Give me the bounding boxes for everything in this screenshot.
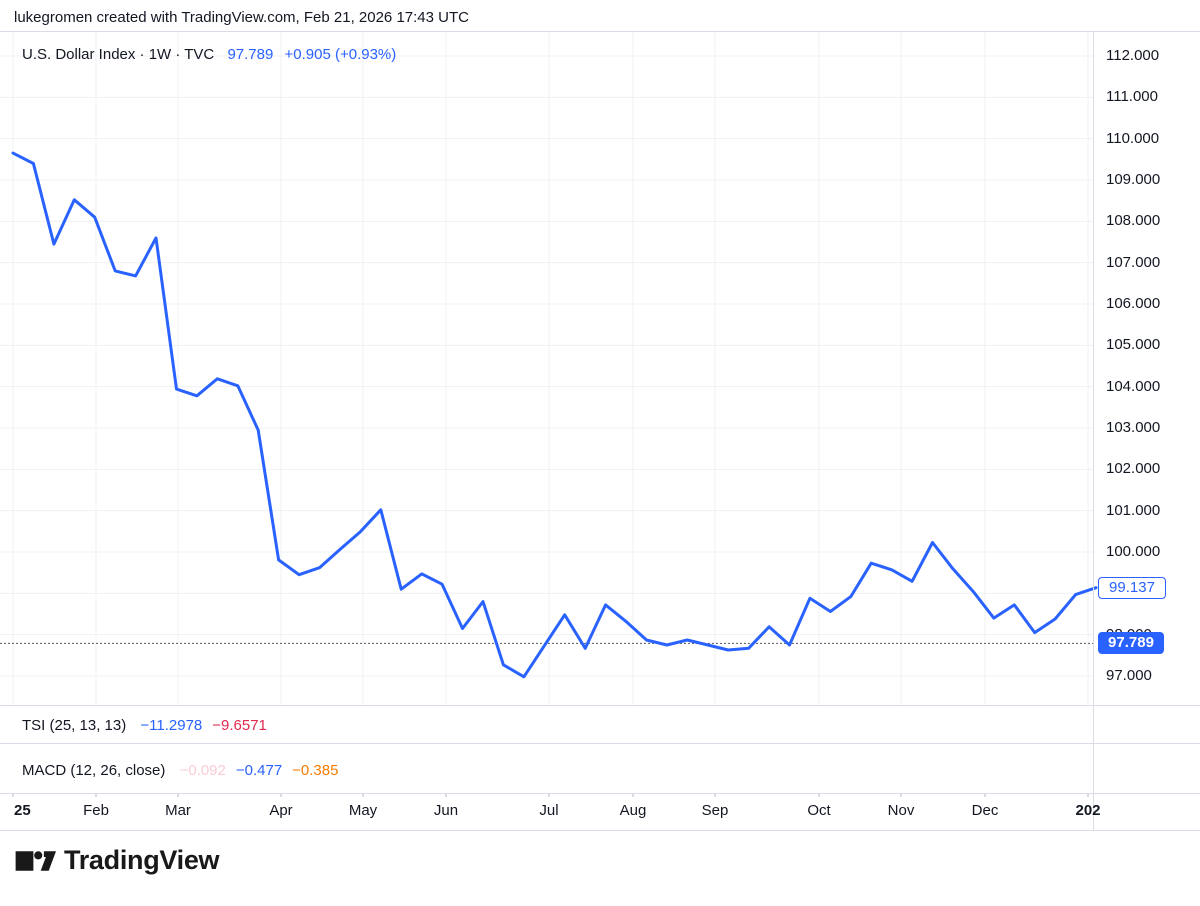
time-tick-label: Jun bbox=[433, 802, 459, 819]
tradingview-logo-icon bbox=[15, 850, 56, 871]
indicator-value: −0.385 bbox=[292, 762, 339, 779]
price-tick-label: 111.000 bbox=[1106, 88, 1158, 106]
price-tick-label: 107.000 bbox=[1106, 253, 1161, 271]
price-line bbox=[11, 151, 1098, 679]
pane-top-border bbox=[0, 31, 1200, 32]
indicator-value: −0.092 bbox=[179, 762, 226, 779]
macd-label[interactable]: MACD (12, 26, close) bbox=[22, 762, 166, 779]
price-badge-last[interactable]: 97.789 bbox=[1098, 632, 1164, 655]
tradingview-logo-text: TradingView bbox=[64, 845, 220, 875]
indicator-value: −11.2978 bbox=[140, 717, 203, 734]
price-tick-label: 106.000 bbox=[1106, 294, 1161, 312]
time-tick-label: Mar bbox=[165, 802, 191, 819]
price-tick-label: 109.000 bbox=[1106, 170, 1161, 188]
symbol-legend[interactable]: U.S. Dollar Index · 1W · TVC 97.789 +0.9… bbox=[22, 46, 396, 63]
tsi-values: −11.2978 −9.6571 bbox=[130, 717, 267, 734]
price-tick-label: 110.000 bbox=[1106, 129, 1160, 147]
time-tick-label: 25 bbox=[14, 802, 31, 819]
legend-price-change: +0.905 (+0.93%) bbox=[284, 46, 397, 63]
chart-container[interactable]: U.S. Dollar Index · 1W · TVC 97.789 +0.9… bbox=[0, 0, 1200, 831]
time-tick-label: Apr bbox=[269, 802, 293, 819]
time-tick-label: Oct bbox=[807, 802, 831, 819]
price-tick-label: 104.000 bbox=[1106, 377, 1161, 395]
time-tick-label: Aug bbox=[619, 802, 647, 819]
time-tick-label: Dec bbox=[971, 802, 999, 819]
price-tick-label: 100.000 bbox=[1106, 542, 1161, 560]
price-scale-border[interactable] bbox=[1093, 31, 1094, 830]
time-tick-label: 202 bbox=[1075, 802, 1101, 819]
tsi-pane-bottom-border[interactable] bbox=[0, 743, 1200, 744]
attribution-text: lukegromen created with TradingView.com,… bbox=[14, 9, 469, 26]
tsi-indicator-row[interactable]: TSI (25, 13, 13) −11.2978 −9.6571 bbox=[22, 717, 267, 734]
time-tick-label: Feb bbox=[83, 802, 109, 819]
time-tick-label: May bbox=[348, 802, 378, 819]
time-tick-label: Jul bbox=[539, 802, 559, 819]
price-tick-label: 103.000 bbox=[1106, 418, 1161, 436]
macd-pane-bottom-border[interactable] bbox=[0, 793, 1200, 794]
tradingview-logo[interactable]: TradingView bbox=[14, 845, 220, 876]
price-tick-label: 97.000 bbox=[1106, 666, 1152, 684]
indicator-value: −0.477 bbox=[235, 762, 283, 779]
price-tick-label: 105.000 bbox=[1106, 336, 1161, 354]
price-tick-label: 108.000 bbox=[1106, 212, 1161, 230]
time-tick-label: Sep bbox=[701, 802, 729, 819]
price-chart-canvas[interactable] bbox=[0, 0, 1200, 830]
time-scale-bottom-border bbox=[0, 830, 1200, 831]
macd-indicator-row[interactable]: MACD (12, 26, close) −0.092 −0.477 −0.385 bbox=[22, 762, 338, 779]
macd-values: −0.092 −0.477 −0.385 bbox=[170, 762, 339, 779]
symbol-title[interactable]: U.S. Dollar Index · 1W · TVC bbox=[22, 46, 215, 63]
price-tick-label: 112.000 bbox=[1106, 47, 1160, 64]
time-tick-label: Nov bbox=[887, 802, 915, 819]
indicator-value: −9.6571 bbox=[212, 717, 267, 734]
legend-last-price: 97.789 bbox=[227, 46, 274, 63]
price-badge-outlined[interactable]: 99.137 bbox=[1098, 576, 1166, 599]
tsi-label[interactable]: TSI (25, 13, 13) bbox=[22, 717, 127, 734]
price-tick-label: 102.000 bbox=[1106, 460, 1161, 478]
price-tick-label: 101.000 bbox=[1106, 501, 1161, 519]
main-pane-bottom-border bbox=[0, 705, 1200, 706]
